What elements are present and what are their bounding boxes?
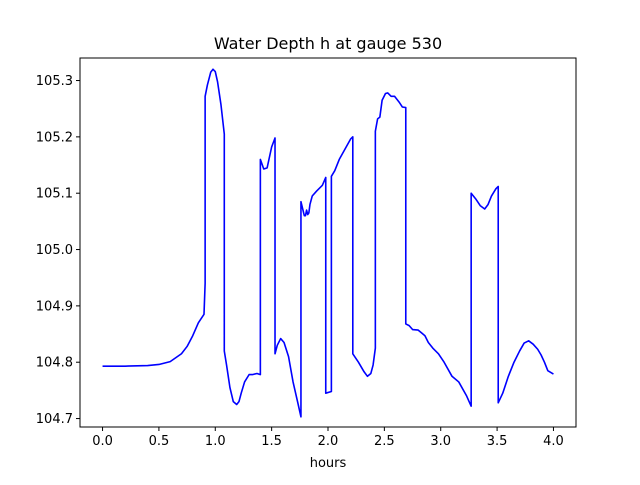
chart-title: Water Depth h at gauge 530	[214, 34, 442, 53]
series-line	[102, 68, 554, 418]
y-tick-label: 104.7	[36, 412, 73, 427]
plot-area	[80, 58, 576, 427]
x-tick-label: 3.5	[487, 434, 508, 449]
series-layer	[102, 68, 554, 418]
x-axis-label: hours	[310, 456, 347, 471]
x-tick-label: 4.0	[543, 434, 564, 449]
x-tick-label: 1.5	[261, 434, 282, 449]
y-tick-label: 105.0	[36, 243, 73, 258]
x-tick-label: 0.0	[92, 434, 113, 449]
y-tick-label: 105.3	[36, 74, 73, 89]
y-tick-label: 105.2	[36, 130, 73, 145]
y-tick-label: 105.1	[36, 187, 73, 202]
y-tick-label: 104.8	[36, 356, 73, 371]
x-tick-label: 3.0	[430, 434, 451, 449]
x-tick-label: 2.0	[318, 434, 339, 449]
x-axis-ticks: 0.0 0.5 1.0 1.5 2.0 2.5 3.0 3.5 4.0	[92, 427, 564, 449]
y-axis-ticks: 104.7 104.8 104.9 105.0 105.1 105.2 105.3	[36, 74, 80, 427]
x-tick-label: 0.5	[149, 434, 170, 449]
x-tick-label: 2.5	[374, 434, 395, 449]
x-tick-label: 1.0	[205, 434, 226, 449]
plot-frame	[79, 57, 577, 428]
y-tick-label: 104.9	[36, 299, 73, 314]
